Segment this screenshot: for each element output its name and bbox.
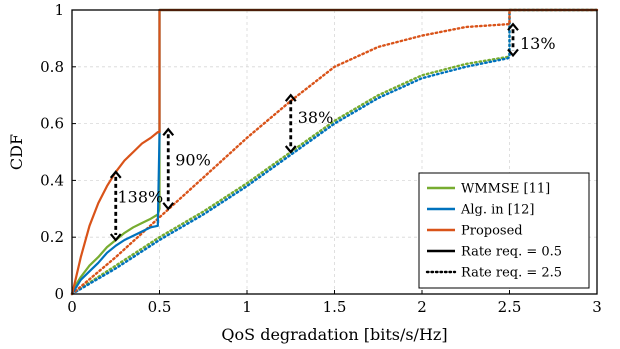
y-axis-label: CDF bbox=[7, 134, 26, 170]
x-tick-label: 0 bbox=[67, 298, 77, 316]
annotation-arrowhead-up bbox=[162, 127, 175, 136]
legend-label: Proposed bbox=[461, 224, 523, 239]
annotations: 138% 90% 38% 13% bbox=[109, 22, 556, 242]
y-tick-label: 0 bbox=[54, 285, 64, 303]
axis-ticks: 0 0.5 1 1.5 2 2.5 3 0 0.2 0.4 0.6 0.8 1 bbox=[40, 1, 602, 316]
proposed-dotted-line bbox=[70, 8, 599, 296]
x-tick-label: 2.5 bbox=[498, 298, 522, 316]
legend: WMMSE [11] Alg. in [12] Proposed Rate req. … bbox=[418, 172, 590, 289]
legend-label: Rate req. = 0.5 bbox=[461, 245, 562, 260]
annotation-arrowhead-up bbox=[284, 93, 297, 102]
annotation-arrowhead-up bbox=[507, 22, 519, 31]
annotation-arrowhead-down bbox=[162, 202, 175, 211]
annotation-arrowhead-down bbox=[507, 48, 519, 58]
annotation-arrowhead-down bbox=[109, 233, 122, 242]
x-tick-label: 0.5 bbox=[148, 298, 172, 316]
y-tick-label: 0.6 bbox=[40, 115, 64, 133]
y-tick-label: 0.2 bbox=[40, 228, 64, 246]
annotation-label: 38% bbox=[298, 108, 334, 127]
y-tick-label: 1 bbox=[54, 1, 64, 19]
x-tick-label: 1.5 bbox=[323, 298, 347, 316]
annotation-arrowhead-down bbox=[284, 145, 297, 154]
series-lines bbox=[70, 8, 599, 296]
annotation-label: 13% bbox=[520, 34, 556, 53]
legend-label: Alg. in [12] bbox=[460, 203, 534, 218]
annotation-label: 90% bbox=[175, 151, 211, 170]
annotation-arrowhead-up bbox=[109, 170, 122, 179]
x-tick-label: 1 bbox=[242, 298, 252, 316]
x-tick-label: 3 bbox=[592, 298, 602, 316]
x-axis-label: QoS degradation [bits/s/Hz] bbox=[221, 325, 447, 344]
legend-label: Rate req. = 2.5 bbox=[461, 266, 562, 281]
legend-label: WMMSE [11] bbox=[461, 182, 550, 197]
alg12-dotted-line bbox=[70, 8, 599, 296]
y-tick-label: 0.4 bbox=[40, 171, 64, 189]
y-tick-label: 0.8 bbox=[40, 58, 64, 76]
proposed-solid-line bbox=[70, 8, 597, 295]
annotation-label: 138% bbox=[118, 187, 164, 206]
x-tick-label: 2 bbox=[417, 298, 427, 316]
